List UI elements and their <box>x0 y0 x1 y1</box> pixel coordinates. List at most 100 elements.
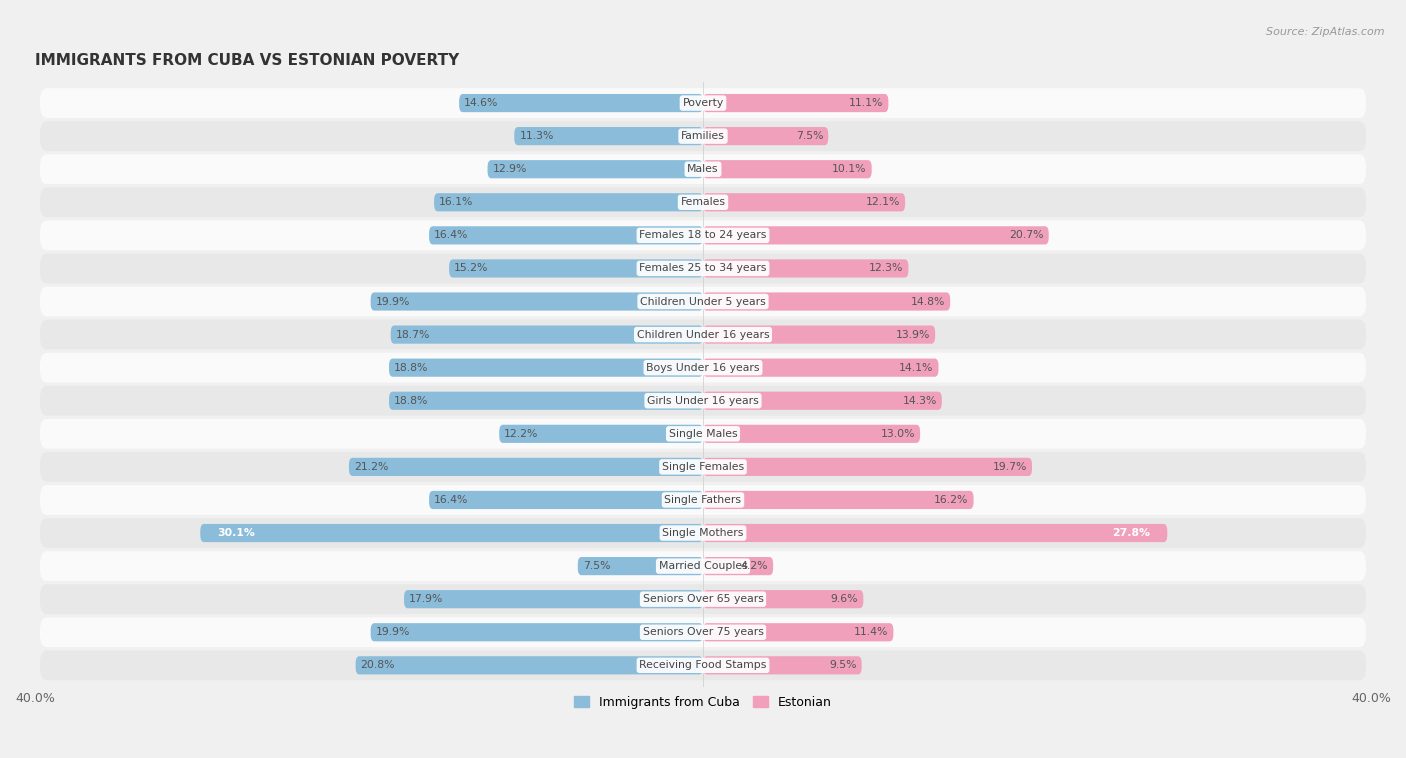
Text: Single Males: Single Males <box>669 429 737 439</box>
Text: 12.1%: 12.1% <box>866 197 900 207</box>
FancyBboxPatch shape <box>389 359 703 377</box>
FancyBboxPatch shape <box>703 557 773 575</box>
FancyBboxPatch shape <box>39 287 1367 316</box>
Text: 16.4%: 16.4% <box>434 495 468 505</box>
Text: Single Mothers: Single Mothers <box>662 528 744 538</box>
FancyBboxPatch shape <box>39 88 1367 118</box>
Text: 16.2%: 16.2% <box>934 495 969 505</box>
Text: Source: ZipAtlas.com: Source: ZipAtlas.com <box>1267 27 1385 36</box>
Text: Single Fathers: Single Fathers <box>665 495 741 505</box>
Text: 12.2%: 12.2% <box>505 429 538 439</box>
FancyBboxPatch shape <box>703 293 950 311</box>
FancyBboxPatch shape <box>39 617 1367 647</box>
Text: 9.5%: 9.5% <box>830 660 856 670</box>
Text: Females 18 to 24 years: Females 18 to 24 years <box>640 230 766 240</box>
Text: Boys Under 16 years: Boys Under 16 years <box>647 362 759 373</box>
Text: 11.1%: 11.1% <box>849 98 883 108</box>
FancyBboxPatch shape <box>349 458 703 476</box>
FancyBboxPatch shape <box>578 557 703 575</box>
Text: 7.5%: 7.5% <box>582 561 610 571</box>
Text: Females: Females <box>681 197 725 207</box>
Text: 18.8%: 18.8% <box>394 362 429 373</box>
FancyBboxPatch shape <box>39 320 1367 349</box>
FancyBboxPatch shape <box>39 551 1367 581</box>
FancyBboxPatch shape <box>39 386 1367 415</box>
Text: 10.1%: 10.1% <box>832 164 866 174</box>
Text: 12.9%: 12.9% <box>492 164 527 174</box>
Text: 14.3%: 14.3% <box>903 396 936 406</box>
FancyBboxPatch shape <box>434 193 703 211</box>
Text: 14.1%: 14.1% <box>898 362 934 373</box>
Text: 9.6%: 9.6% <box>831 594 858 604</box>
FancyBboxPatch shape <box>39 518 1367 548</box>
FancyBboxPatch shape <box>39 650 1367 680</box>
FancyBboxPatch shape <box>703 590 863 608</box>
Text: Married Couples: Married Couples <box>658 561 748 571</box>
Text: Seniors Over 75 years: Seniors Over 75 years <box>643 628 763 637</box>
Text: 18.8%: 18.8% <box>394 396 429 406</box>
Text: 16.4%: 16.4% <box>434 230 468 240</box>
FancyBboxPatch shape <box>703 424 920 443</box>
Text: 7.5%: 7.5% <box>796 131 824 141</box>
Text: 13.9%: 13.9% <box>896 330 931 340</box>
Text: 13.0%: 13.0% <box>880 429 915 439</box>
FancyBboxPatch shape <box>200 524 703 542</box>
FancyBboxPatch shape <box>703 127 828 146</box>
FancyBboxPatch shape <box>356 656 703 675</box>
FancyBboxPatch shape <box>703 94 889 112</box>
FancyBboxPatch shape <box>703 458 1032 476</box>
FancyBboxPatch shape <box>499 424 703 443</box>
Text: Children Under 16 years: Children Under 16 years <box>637 330 769 340</box>
Text: 18.7%: 18.7% <box>395 330 430 340</box>
FancyBboxPatch shape <box>703 325 935 343</box>
FancyBboxPatch shape <box>515 127 703 146</box>
FancyBboxPatch shape <box>39 121 1367 151</box>
Text: 19.9%: 19.9% <box>375 628 411 637</box>
FancyBboxPatch shape <box>39 254 1367 283</box>
Text: 27.8%: 27.8% <box>1112 528 1150 538</box>
FancyBboxPatch shape <box>39 352 1367 383</box>
FancyBboxPatch shape <box>39 584 1367 614</box>
FancyBboxPatch shape <box>371 623 703 641</box>
FancyBboxPatch shape <box>429 491 703 509</box>
FancyBboxPatch shape <box>404 590 703 608</box>
Text: Poverty: Poverty <box>682 98 724 108</box>
FancyBboxPatch shape <box>703 491 973 509</box>
FancyBboxPatch shape <box>39 187 1367 218</box>
FancyBboxPatch shape <box>703 524 1167 542</box>
Legend: Immigrants from Cuba, Estonian: Immigrants from Cuba, Estonian <box>569 691 837 714</box>
Text: 19.7%: 19.7% <box>993 462 1026 472</box>
Text: Families: Families <box>681 131 725 141</box>
Text: Seniors Over 65 years: Seniors Over 65 years <box>643 594 763 604</box>
FancyBboxPatch shape <box>391 325 703 343</box>
Text: 15.2%: 15.2% <box>454 264 488 274</box>
FancyBboxPatch shape <box>703 193 905 211</box>
FancyBboxPatch shape <box>703 227 1049 245</box>
FancyBboxPatch shape <box>703 359 938 377</box>
Text: 19.9%: 19.9% <box>375 296 411 306</box>
Text: 14.6%: 14.6% <box>464 98 499 108</box>
FancyBboxPatch shape <box>39 419 1367 449</box>
Text: Receiving Food Stamps: Receiving Food Stamps <box>640 660 766 670</box>
FancyBboxPatch shape <box>460 94 703 112</box>
Text: Females 25 to 34 years: Females 25 to 34 years <box>640 264 766 274</box>
FancyBboxPatch shape <box>703 259 908 277</box>
FancyBboxPatch shape <box>703 656 862 675</box>
Text: 30.1%: 30.1% <box>217 528 254 538</box>
Text: 16.1%: 16.1% <box>439 197 474 207</box>
Text: Males: Males <box>688 164 718 174</box>
FancyBboxPatch shape <box>703 392 942 410</box>
FancyBboxPatch shape <box>703 160 872 178</box>
Text: 21.2%: 21.2% <box>354 462 388 472</box>
FancyBboxPatch shape <box>703 623 893 641</box>
FancyBboxPatch shape <box>39 155 1367 184</box>
Text: 20.7%: 20.7% <box>1010 230 1043 240</box>
FancyBboxPatch shape <box>389 392 703 410</box>
FancyBboxPatch shape <box>449 259 703 277</box>
FancyBboxPatch shape <box>39 452 1367 482</box>
Text: 11.4%: 11.4% <box>853 628 889 637</box>
Text: Girls Under 16 years: Girls Under 16 years <box>647 396 759 406</box>
FancyBboxPatch shape <box>429 227 703 245</box>
FancyBboxPatch shape <box>371 293 703 311</box>
Text: 20.8%: 20.8% <box>360 660 395 670</box>
